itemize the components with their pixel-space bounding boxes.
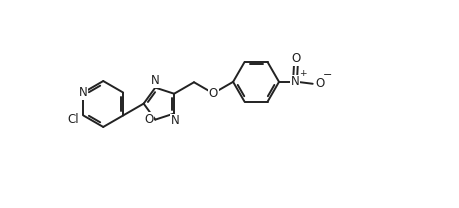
- Text: N: N: [170, 114, 179, 127]
- Text: O: O: [315, 77, 324, 90]
- Text: N: N: [79, 86, 88, 99]
- Text: N: N: [151, 74, 160, 87]
- Text: −: −: [323, 70, 332, 80]
- Text: O: O: [208, 87, 218, 100]
- Text: Cl: Cl: [67, 113, 79, 126]
- Text: O: O: [145, 113, 154, 126]
- Text: +: +: [299, 69, 307, 78]
- Text: N: N: [291, 75, 299, 88]
- Text: O: O: [291, 52, 301, 65]
